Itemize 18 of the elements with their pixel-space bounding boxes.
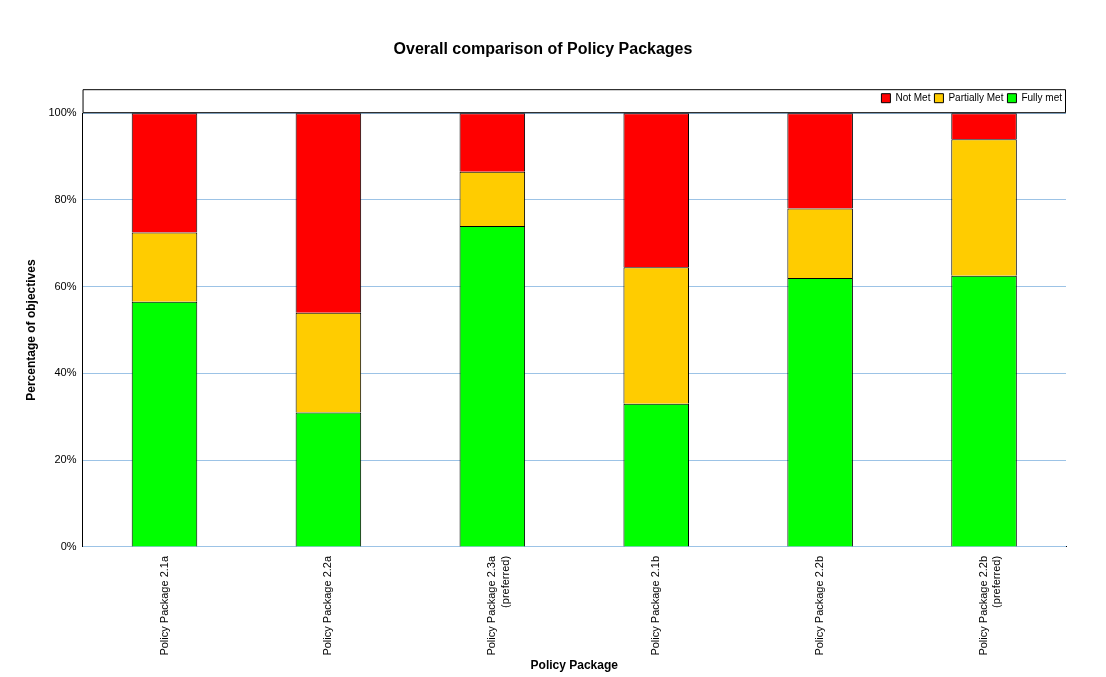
x-tick-label: Policy Package 2.1a (157, 555, 170, 656)
y-tick-label: 100% (48, 106, 77, 119)
y-tick-label: 60% (54, 279, 77, 292)
x-tick-label: Policy Package 2.2a (321, 555, 334, 656)
chart-title: Overall comparison of Policy Packages (393, 40, 693, 58)
legend-label: Partially Met (948, 91, 1004, 103)
x-tick-label: Policy Package 2.1b (649, 555, 662, 656)
y-tick-label: 80% (54, 192, 77, 205)
x-tick-label: Policy Package 2.2b (preferred) (977, 555, 1003, 656)
legend-label: Not Met (895, 91, 931, 103)
y-tick-label: 20% (54, 453, 77, 466)
x-tick-label: Policy Package 2.3a (preferred) (485, 555, 511, 656)
y-tick-label: 40% (54, 366, 77, 379)
y-axis-title: Percentage of objectives (23, 259, 38, 401)
legend-label: Fully met (1021, 91, 1063, 103)
y-tick-label: 0% (60, 539, 77, 552)
x-axis-title: Policy Package (530, 658, 619, 673)
x-tick-label: Policy Package 2.2b (813, 555, 826, 656)
